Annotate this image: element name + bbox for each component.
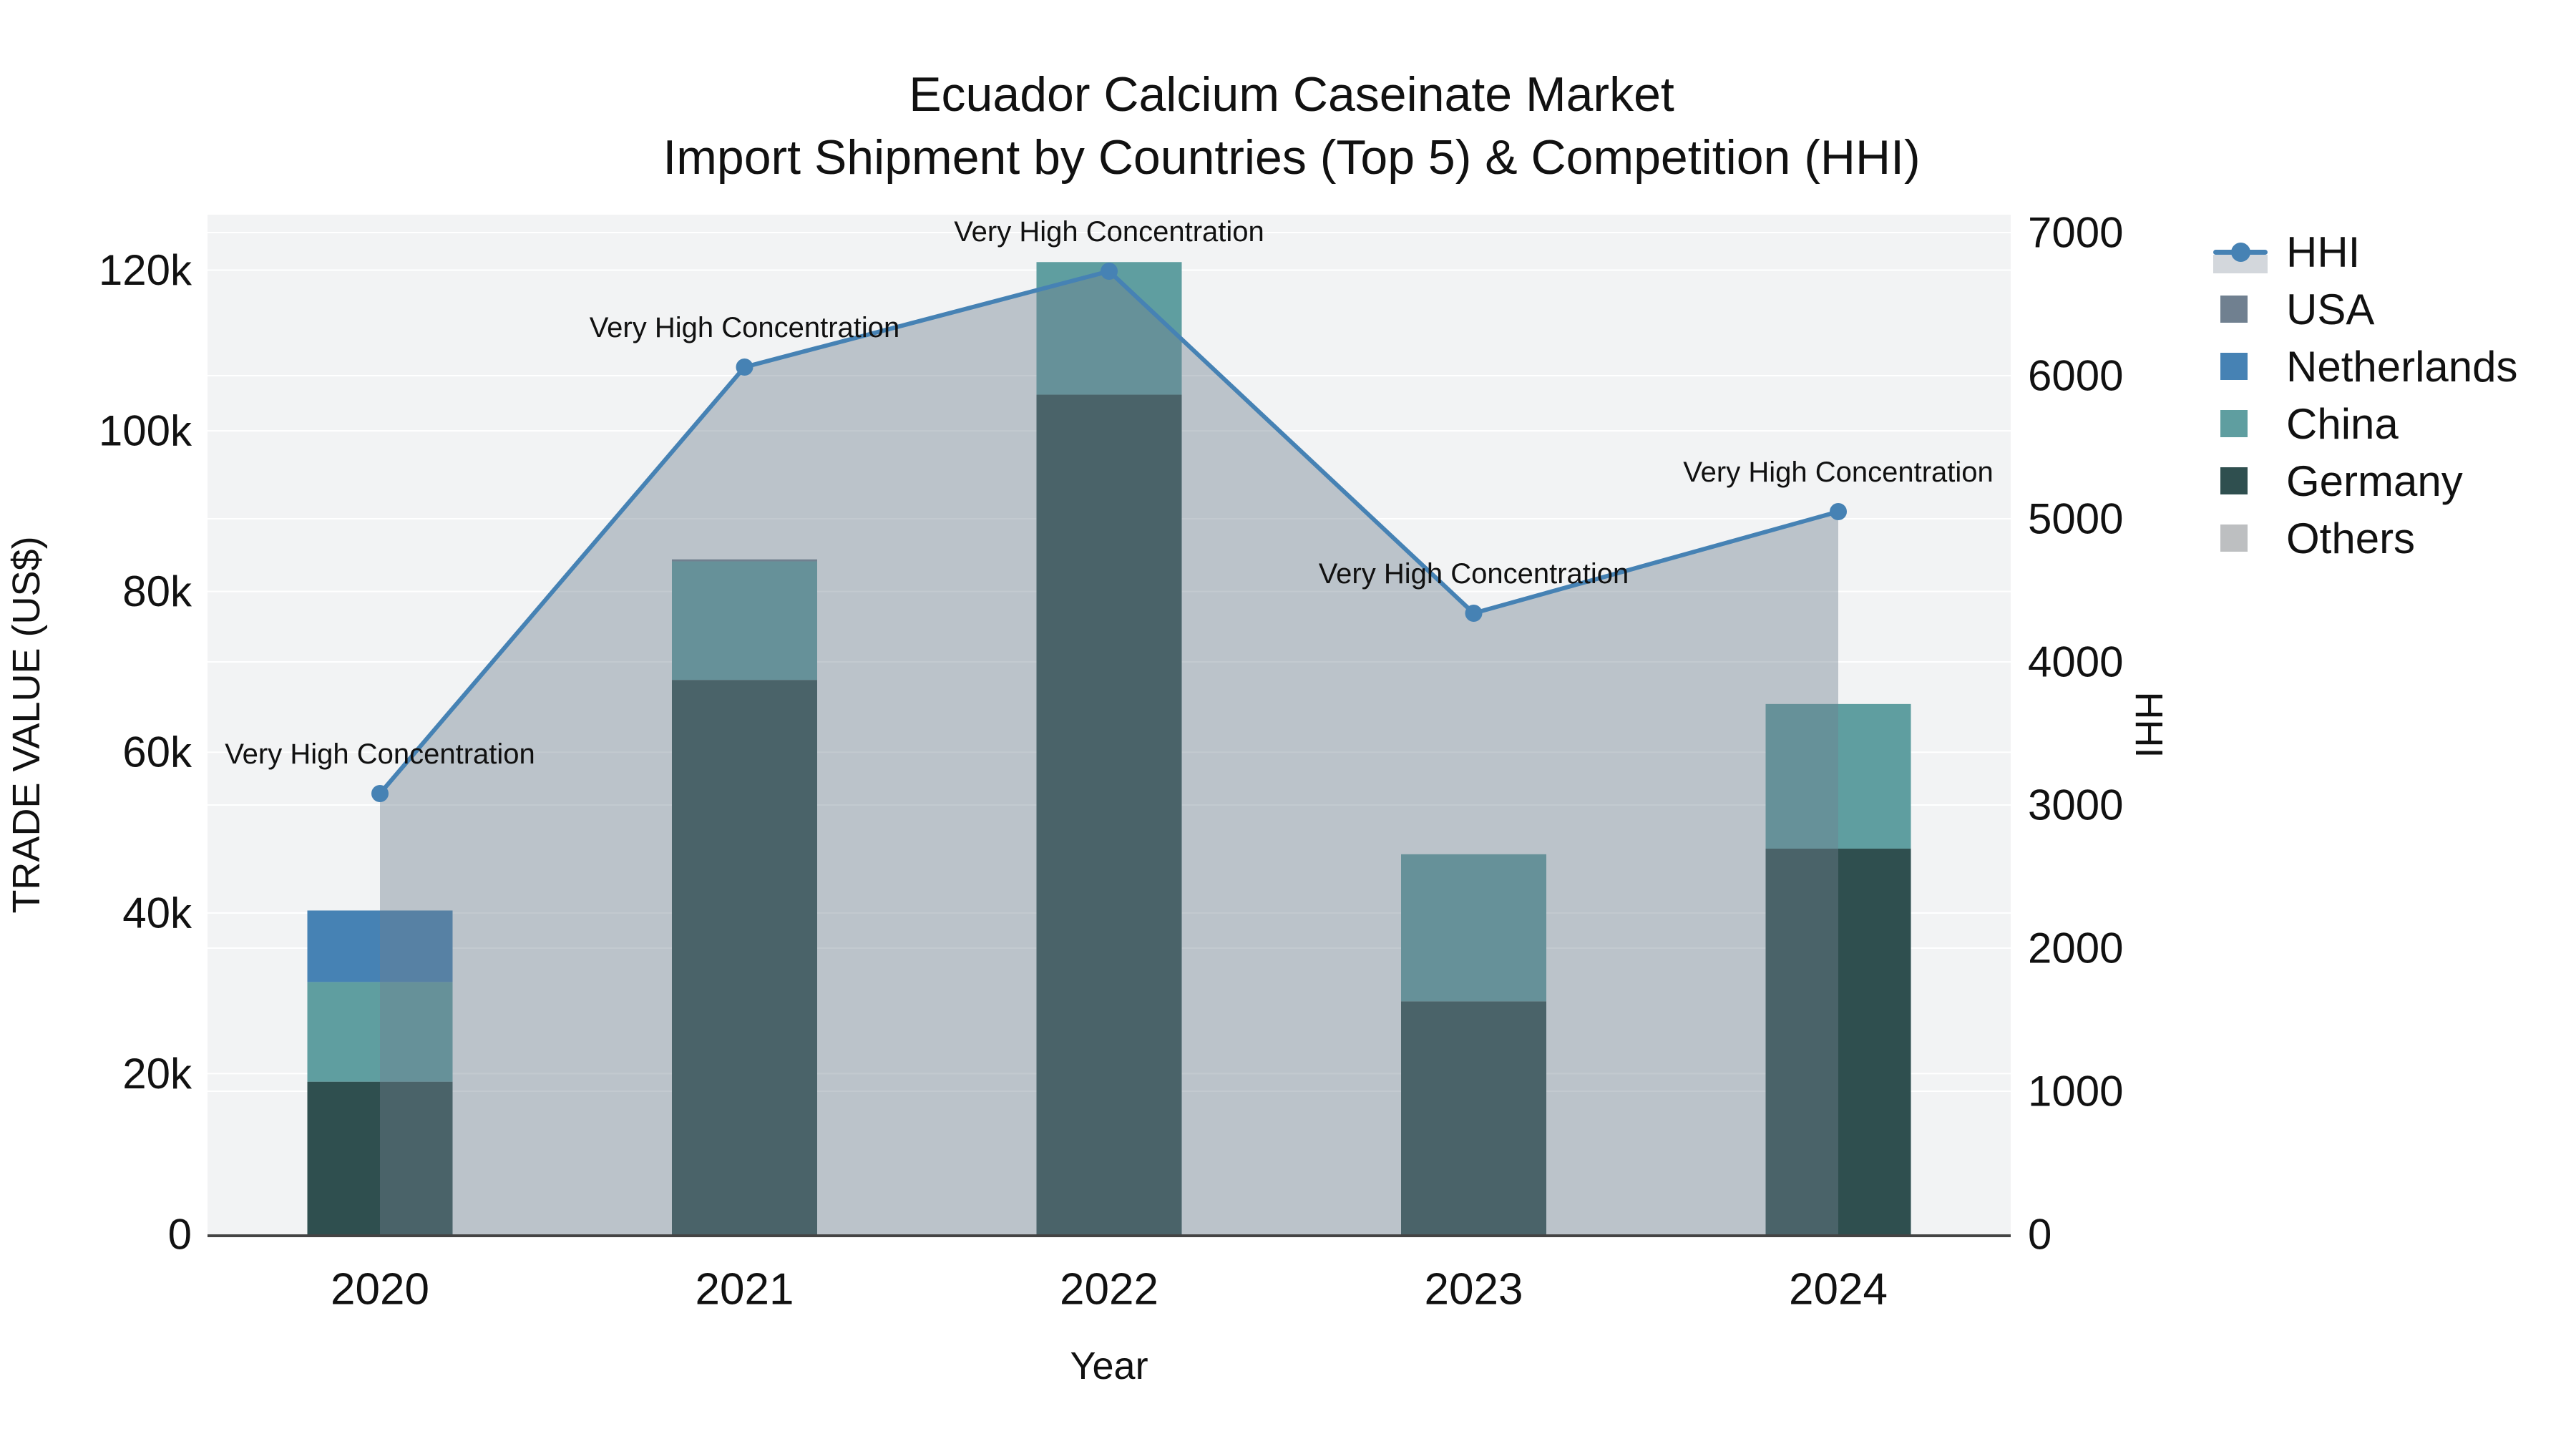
legend-label-germany: Germany <box>2286 457 2463 505</box>
y-left-tick-40k: 40k <box>122 889 192 937</box>
legend-item-germany[interactable]: Germany <box>2213 452 2571 509</box>
legend-hhi-line-icon <box>2213 223 2286 280</box>
legend-item-others[interactable]: Others <box>2213 509 2571 567</box>
y-left-tick-0: 0 <box>168 1211 192 1259</box>
y-right-tick-6000: 6000 <box>2028 352 2123 400</box>
y-axis-title-right: HHI <box>2127 691 2170 758</box>
chart-title-line2: Import Shipment by Countries (Top 5) & C… <box>663 130 1921 185</box>
legend-label-others: Others <box>2286 514 2416 562</box>
legend: HHI USA Netherlands China Germany Others <box>2213 223 2571 567</box>
y-right-tick-7000: 7000 <box>2028 209 2123 257</box>
annotation-2022: Very High Concentration <box>954 216 1264 248</box>
legend-color-square-netherlands <box>2220 353 2248 380</box>
bar-2021-usa <box>672 559 817 562</box>
legend-item-netherlands[interactable]: Netherlands <box>2213 338 2571 395</box>
x-tick-2024: 2024 <box>1789 1265 1888 1314</box>
legend-label-netherlands: Netherlands <box>2286 342 2518 391</box>
legend-swatch-others <box>2213 509 2286 567</box>
chart-title-line1: Ecuador Calcium Caseinate Market <box>909 67 1674 122</box>
hhi-area-fill <box>380 271 1838 1234</box>
legend-swatch-germany <box>2213 452 2286 509</box>
annotation-2020: Very High Concentration <box>225 738 535 770</box>
y-axis-title-left: TRADE VALUE (US$) <box>5 536 48 914</box>
legend-item-china[interactable]: China <box>2213 395 2571 452</box>
legend-swatch-netherlands <box>2213 338 2286 395</box>
hhi-marker-2024 <box>1830 503 1847 520</box>
bar-2024-germany <box>1765 848 1911 1234</box>
legend-item-hhi[interactable]: HHI <box>2213 223 2571 280</box>
bar-2021-china <box>672 561 817 680</box>
bar-2023-germany <box>1401 1001 1546 1234</box>
y-right-tick-2000: 2000 <box>2028 924 2123 972</box>
x-tick-2021: 2021 <box>696 1265 794 1314</box>
bar-2024-china <box>1765 703 1911 849</box>
y-right-tick-3000: 3000 <box>2028 781 2123 829</box>
hhi-marker-2021 <box>736 358 753 376</box>
bar-2021-germany <box>672 680 817 1234</box>
legend-swatch-usa <box>2213 280 2286 338</box>
bar-2020-netherlands <box>307 910 453 982</box>
bar-2022-germany <box>1036 394 1182 1234</box>
x-tick-2020: 2020 <box>331 1265 429 1314</box>
legend-color-square-china <box>2220 410 2248 437</box>
y-left-tick-100k: 100k <box>99 407 192 455</box>
x-tick-2022: 2022 <box>1060 1265 1158 1314</box>
annotation-2023: Very High Concentration <box>1319 558 1629 590</box>
legend-swatch-china <box>2213 395 2286 452</box>
y-right-tick-5000: 5000 <box>2028 495 2123 543</box>
y-left-tick-120k: 120k <box>99 246 192 294</box>
legend-label-hhi: HHI <box>2286 228 2361 276</box>
annotation-2024: Very High Concentration <box>1683 457 1994 488</box>
y-right-tick-0: 0 <box>2028 1211 2051 1259</box>
y-left-tick-20k: 20k <box>122 1050 192 1098</box>
hhi-marker-2020 <box>371 785 389 802</box>
chart-title: Ecuador Calcium Caseinate Market Import … <box>208 63 2376 189</box>
y-left-tick-60k: 60k <box>122 728 192 776</box>
x-axis-title: Year <box>1070 1345 1148 1387</box>
legend-color-square-others <box>2220 525 2248 552</box>
legend-hhi-marker-icon <box>2231 243 2250 262</box>
bar-2020-china <box>307 982 453 1082</box>
legend-label-usa: USA <box>2286 285 2375 333</box>
hhi-marker-2023 <box>1465 605 1483 622</box>
y-right-tick-4000: 4000 <box>2028 638 2123 686</box>
x-tick-2023: 2023 <box>1425 1265 1523 1314</box>
legend-color-square-germany <box>2220 467 2248 494</box>
annotation-2021: Very High Concentration <box>590 312 900 343</box>
y-left-tick-80k: 80k <box>122 567 192 615</box>
y-right-tick-1000: 1000 <box>2028 1068 2123 1116</box>
legend-color-square-usa <box>2220 296 2248 323</box>
legend-label-china: China <box>2286 399 2399 448</box>
bar-2023-china <box>1401 854 1546 1002</box>
bar-2020-germany <box>307 1081 453 1234</box>
hhi-marker-2022 <box>1101 263 1118 280</box>
legend-item-usa[interactable]: USA <box>2213 280 2571 338</box>
